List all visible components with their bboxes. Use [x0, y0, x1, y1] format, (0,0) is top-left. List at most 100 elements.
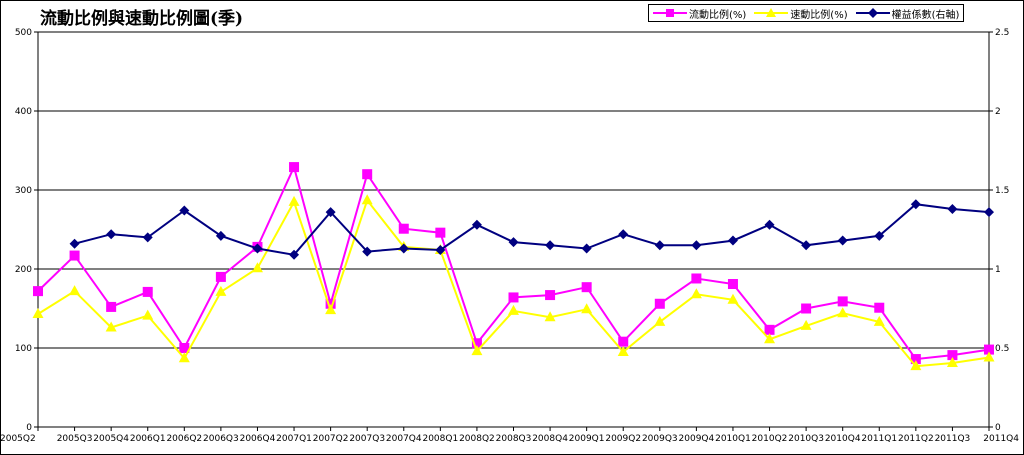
x-tick-label: 2010Q2	[752, 434, 788, 444]
data-point-diamond	[910, 199, 921, 210]
data-point-square	[691, 273, 702, 284]
data-point-diamond	[398, 243, 409, 254]
data-point-diamond	[581, 243, 592, 254]
data-point-square	[179, 343, 190, 353]
data-point-square	[764, 324, 775, 335]
data-point-triangle	[508, 304, 519, 315]
data-point-square	[581, 282, 592, 293]
data-point-diamond	[69, 238, 80, 249]
data-point-square	[325, 298, 336, 309]
legend-swatch-diamond	[855, 8, 890, 18]
data-point-square	[837, 296, 848, 307]
data-point-square	[69, 250, 80, 261]
x-tick-label: 2005Q2	[0, 434, 36, 444]
data-point-triangle	[69, 285, 81, 296]
data-point-triangle	[910, 360, 922, 371]
data-point-triangle	[251, 262, 263, 273]
y-left-tick-label: 200	[15, 265, 32, 275]
x-tick-label: 2009Q3	[642, 434, 678, 444]
x-tick-label: 2008Q1	[422, 434, 458, 444]
y-right-tick-label: 0	[995, 423, 1001, 433]
data-point-diamond	[801, 240, 812, 251]
legend-label-current-ratio: 流動比例(%)	[689, 9, 747, 21]
legend-label-equity-multiplier: 權益係數(右軸)	[891, 9, 960, 21]
data-point-square	[215, 271, 226, 282]
data-point-square	[142, 286, 153, 297]
series-line-0	[37, 164, 990, 361]
x-tick-label: 2007Q4	[386, 434, 422, 444]
data-point-triangle	[764, 333, 776, 344]
x-tick-label: 2007Q3	[349, 434, 385, 444]
x-tick-label: 2010Q4	[825, 434, 861, 444]
data-point-triangle	[471, 345, 483, 356]
data-point-diamond	[471, 219, 482, 230]
data-point-square	[398, 223, 409, 234]
data-point-triangle	[581, 303, 593, 314]
legend-item-current-ratio: 流動比例(%)	[653, 6, 746, 21]
legend-swatch-square	[653, 9, 687, 17]
x-tick-label: 2011Q1	[861, 434, 897, 444]
data-point-diamond	[984, 207, 994, 218]
data-point-triangle	[946, 357, 958, 368]
data-point-square	[362, 169, 373, 180]
y-left-tick-label: 0	[26, 423, 32, 433]
data-point-triangle	[325, 304, 337, 315]
y-right-tick-label: 1	[995, 265, 1001, 275]
data-point-square	[106, 301, 117, 312]
chart-legend: 流動比例(%) 速動比例(%) 權益係數(右軸)	[648, 4, 965, 22]
data-point-diamond	[215, 230, 226, 241]
y-right-tick-label: 2.5	[995, 28, 1009, 38]
data-point-diamond	[947, 203, 958, 214]
y-left-tick-label: 400	[15, 107, 32, 117]
data-point-square	[874, 302, 885, 313]
data-point-square	[984, 344, 994, 355]
data-point-diamond	[545, 240, 556, 251]
x-tick-label: 2010Q3	[788, 434, 824, 444]
data-point-square	[508, 292, 519, 303]
x-tick-label: 2011Q4	[983, 434, 1019, 444]
data-point-diamond	[727, 235, 738, 246]
data-point-triangle	[32, 308, 44, 319]
data-point-triangle	[654, 315, 666, 326]
data-point-diamond	[325, 207, 336, 218]
data-point-triangle	[361, 194, 373, 205]
data-point-diamond	[179, 205, 190, 216]
data-point-square	[947, 350, 958, 361]
legend-swatch-triangle	[754, 8, 789, 17]
data-point-diamond	[691, 240, 702, 251]
data-point-diamond	[252, 243, 263, 254]
data-point-square	[289, 162, 300, 173]
data-point-square	[435, 227, 446, 238]
legend-item-quick-ratio: 速動比例(%)	[754, 6, 848, 21]
data-point-triangle	[983, 351, 995, 362]
data-point-triangle	[727, 293, 739, 304]
series-line-2	[74, 203, 990, 256]
y-right-tick-label: 1.5	[995, 186, 1009, 196]
data-point-diamond	[764, 219, 775, 230]
data-point-square	[654, 298, 665, 309]
chart-title: 流動比例與速動比例圖(季)	[40, 9, 244, 29]
plot-area	[37, 31, 990, 428]
legend-label-quick-ratio: 速動比例(%)	[790, 9, 848, 21]
data-point-diamond	[874, 230, 885, 241]
data-point-square	[801, 303, 812, 314]
data-point-triangle	[288, 195, 300, 206]
x-tick-label: 2008Q3	[496, 434, 532, 444]
data-point-diamond	[435, 245, 446, 256]
data-point-diamond	[837, 235, 848, 246]
x-tick-label: 2011Q3	[935, 434, 971, 444]
data-point-diamond	[289, 249, 300, 260]
x-tick-label: 2007Q2	[313, 434, 349, 444]
data-point-diamond	[508, 237, 519, 248]
y-left-tick-label: 100	[15, 344, 32, 354]
x-tick-label: 2009Q2	[605, 434, 641, 444]
y-left-tick-label: 500	[15, 28, 32, 38]
data-point-square	[618, 336, 629, 347]
data-point-triangle	[617, 345, 629, 356]
x-tick-label: 2011Q2	[898, 434, 934, 444]
x-tick-label: 2007Q1	[276, 434, 312, 444]
data-point-square	[545, 290, 556, 301]
data-point-triangle	[837, 307, 849, 318]
